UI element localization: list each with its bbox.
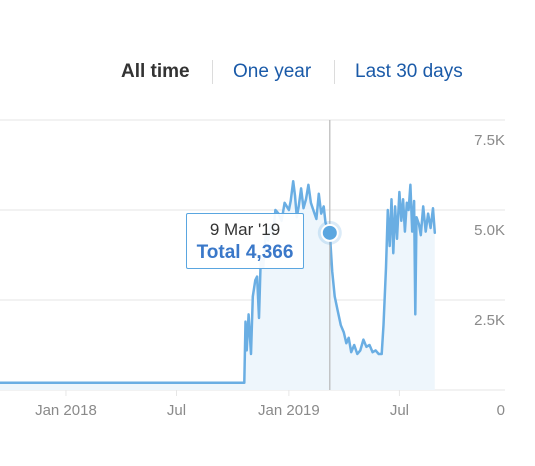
time-range-selector: All time One year Last 30 days <box>0 58 535 86</box>
hover-marker <box>320 223 339 242</box>
chart-tooltip: 9 Mar '19 Total 4,366 <box>186 213 304 269</box>
x-tick-label: Jan 2018 <box>35 402 97 419</box>
tooltip-total: Total 4,366 <box>196 242 294 263</box>
range-last-30-days[interactable]: Last 30 days <box>355 61 463 82</box>
y-tick-label: 2.5K <box>474 312 505 329</box>
range-separator <box>334 60 335 84</box>
range-all-time[interactable]: All time <box>121 61 190 82</box>
y-tick-label: 7.5K <box>474 132 505 149</box>
x-tick-label: Jul <box>390 402 409 419</box>
x-tick-label: Jan 2019 <box>258 402 320 419</box>
tooltip-date: 9 Mar '19 <box>209 220 281 239</box>
range-one-year[interactable]: One year <box>233 61 312 82</box>
y-tick-label: 0 <box>497 402 505 419</box>
y-tick-label: 5.0K <box>474 222 505 239</box>
range-separator <box>212 60 213 84</box>
x-tick-label: Jul <box>167 402 186 419</box>
